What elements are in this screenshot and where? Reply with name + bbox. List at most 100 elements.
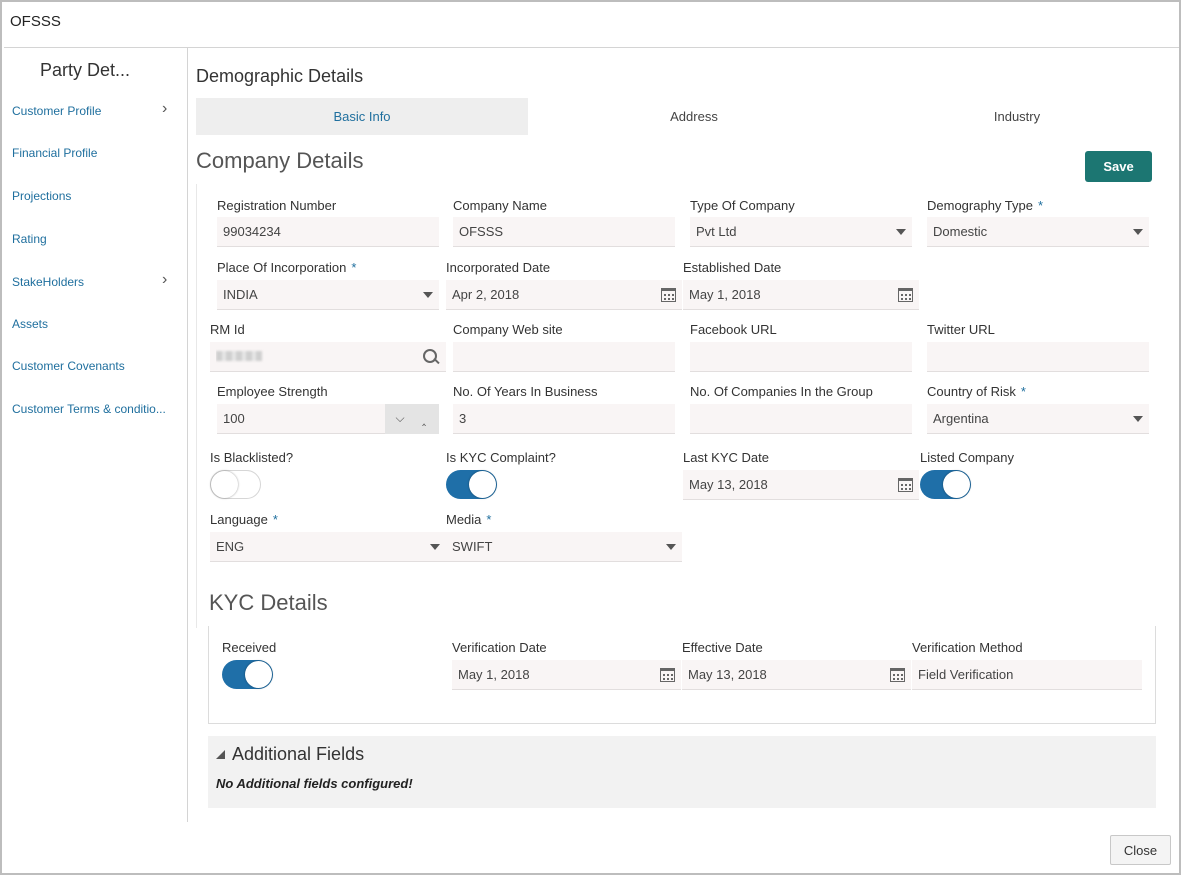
sidebar-item-financial-profile[interactable]: Financial Profile [12,146,97,160]
sidebar-item-stakeholders[interactable]: StakeHolders › [12,271,167,289]
collapse-triangle-icon[interactable] [216,750,225,759]
employee-strength-label: Employee Strength [217,384,328,399]
sidebar-item-assets[interactable]: Assets [12,317,48,331]
country-of-risk-label-text: Country of Risk [927,384,1016,399]
title-bar: OFSSS [4,4,1179,48]
listed-company-label: Listed Company [920,450,1014,465]
years-in-business-value: 3 [459,411,467,426]
company-website-input[interactable] [453,342,675,372]
save-button[interactable]: Save [1085,151,1152,182]
media-label: Media * [446,512,491,527]
kyc-details-panel: Received Verification Date May 1, 2018 E… [208,626,1156,724]
country-of-risk-label: Country of Risk * [927,384,1026,399]
facebook-url-input[interactable] [690,342,912,372]
employee-strength-stepper[interactable]: 100 ⌵ ‸ [217,403,439,434]
verification-method-value: Field Verification [918,667,1014,682]
tab-industry[interactable]: Industry [993,109,1041,124]
sidebar-item-label: Customer Terms & conditio... [12,402,166,416]
twitter-url-input[interactable] [927,342,1149,372]
language-select[interactable]: ENG [210,532,446,562]
effective-date-value: May 13, 2018 [688,667,767,682]
calendar-icon[interactable] [661,287,676,302]
rm-id-label: RM Id [210,322,245,337]
incorporated-date-value: Apr 2, 2018 [452,287,520,302]
additional-fields-message: No Additional fields configured! [216,776,413,791]
toggle-knob [211,471,238,498]
is-blacklisted-label: Is Blacklisted? [210,450,294,465]
sidebar-item-projections[interactable]: Projections [12,189,71,203]
twitter-url-label: Twitter URL [927,322,995,337]
rm-id-input[interactable] [210,342,446,372]
chevron-right-icon: › [162,100,168,117]
toggle-knob [245,661,272,688]
place-of-incorporation-label: Place Of Incorporation * [217,260,356,275]
required-marker: * [272,512,278,527]
country-of-risk-select[interactable]: Argentina [927,404,1149,434]
sidebar-item-rating[interactable]: Rating [12,232,47,246]
sidebar: Party Det... Customer Profile › Financia… [4,48,188,822]
years-in-business-input[interactable]: 3 [453,404,675,434]
calendar-icon[interactable] [660,667,675,682]
chevron-up-icon[interactable]: ‸ [409,403,439,434]
registration-number-value: 99034234 [223,224,281,239]
received-toggle[interactable] [222,660,273,689]
language-label-text: Language [210,512,268,527]
place-of-incorporation-value: INDIA [223,287,258,302]
redacted-value [216,351,262,361]
calendar-icon[interactable] [898,287,913,302]
required-marker: * [1038,198,1044,213]
type-of-company-select[interactable]: Pvt Ltd [690,217,912,247]
language-value: ENG [216,539,245,554]
sidebar-item-label: Customer Profile [12,104,102,118]
registration-number-label: Registration Number [217,198,337,213]
verification-date-input[interactable]: May 1, 2018 [452,660,681,690]
company-details-form: Registration Number 99034234 Company Nam… [196,184,1156,628]
sidebar-title: Party Det... [40,60,131,80]
kyc-details-title: KYC Details [209,590,328,615]
search-icon[interactable] [422,348,440,366]
last-kyc-date-label: Last KYC Date [683,450,769,465]
section-title: Demographic Details [196,66,364,86]
media-select[interactable]: SWIFT [446,532,682,562]
last-kyc-date-input[interactable]: May 13, 2018 [683,470,919,500]
companies-in-group-input[interactable] [690,404,912,434]
sidebar-item-label: StakeHolders [12,275,85,289]
companies-in-group-label: No. Of Companies In the Group [690,384,873,399]
incorporated-date-label: Incorporated Date [446,260,551,275]
required-marker: * [351,260,357,275]
sidebar-item-label: Rating [12,232,47,246]
type-of-company-value: Pvt Ltd [696,224,737,239]
facebook-url-label: Facebook URL [690,322,777,337]
demography-type-select[interactable]: Domestic [927,217,1149,247]
additional-fields-panel: Additional Fields No Additional fields c… [208,736,1156,808]
is-kyc-complaint-toggle[interactable] [446,470,497,499]
calendar-icon[interactable] [890,667,905,682]
caret-down-icon [666,543,676,550]
tab-basic-info[interactable]: Basic Info [196,98,528,135]
company-name-label: Company Name [453,198,547,213]
calendar-icon[interactable] [898,477,913,492]
company-name-input[interactable]: OFSSS [453,217,675,247]
additional-fields-title[interactable]: Additional Fields [232,744,365,764]
toggle-knob [943,471,970,498]
place-of-incorporation-label-text: Place Of Incorporation [217,260,347,275]
listed-company-toggle[interactable] [920,470,971,499]
main-content: Demographic Details Basic Info Address I… [188,48,1179,822]
established-date-label: Established Date [683,260,782,275]
tab-address[interactable]: Address [670,109,718,124]
is-blacklisted-toggle[interactable] [210,470,261,499]
effective-date-input[interactable]: May 13, 2018 [682,660,911,690]
close-button[interactable]: Close [1110,835,1171,865]
rm-id-value [216,349,416,364]
place-of-incorporation-select[interactable]: INDIA [217,280,439,310]
established-date-input[interactable]: May 1, 2018 [683,280,919,310]
registration-number-input[interactable]: 99034234 [217,217,439,247]
established-date-value: May 1, 2018 [689,287,761,302]
required-marker: * [486,512,492,527]
incorporated-date-input[interactable]: Apr 2, 2018 [446,280,682,310]
sidebar-item-customer-terms[interactable]: Customer Terms & conditio... [12,402,166,416]
sidebar-item-customer-covenants[interactable]: Customer Covenants [12,359,125,373]
sidebar-item-customer-profile[interactable]: Customer Profile › [12,100,167,118]
verification-method-input[interactable]: Field Verification [912,660,1142,690]
tab-bar: Basic Info Address Industry [196,98,1161,135]
